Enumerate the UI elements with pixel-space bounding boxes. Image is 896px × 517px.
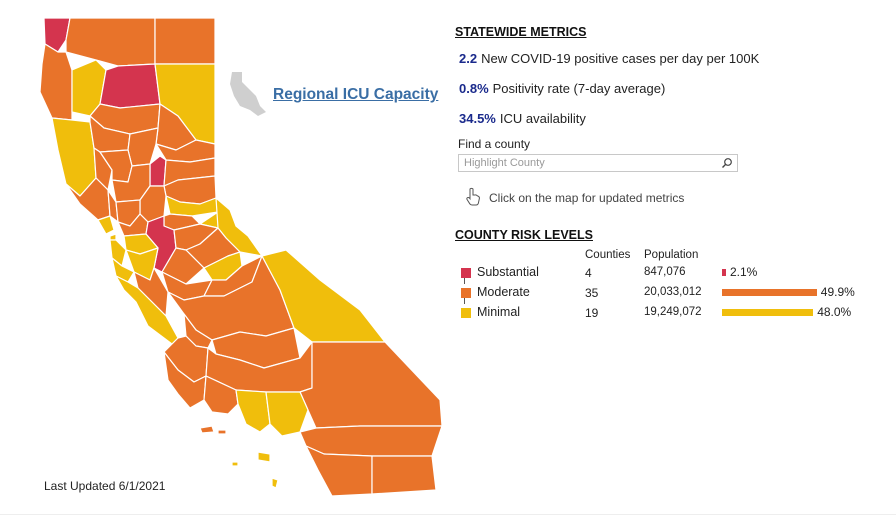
risk-county-count: 4: [585, 266, 592, 280]
legend-connector: [464, 298, 465, 304]
california-locator-icon: [230, 72, 266, 116]
county-san-bernardino[interactable]: [299, 341, 443, 429]
risk-population: 19,249,072: [644, 306, 702, 318]
county-siskiyou[interactable]: [65, 17, 156, 67]
hand-pointer-icon: [466, 187, 480, 206]
county-risk-levels-title: COUNTY RISK LEVELS: [455, 228, 593, 242]
metric-case-rate: 2.2 New COVID-19 positive cases per day p…: [459, 51, 759, 66]
risk-percent: 49.9%: [820, 285, 855, 299]
bottom-divider: [0, 514, 896, 515]
county-butte[interactable]: [127, 127, 159, 167]
risk-row-minimal: Minimal 19 19,249,072 48.0%: [459, 305, 859, 326]
risk-name: Minimal: [477, 305, 521, 319]
risk-swatch: [461, 308, 471, 318]
county-mendocino[interactable]: [51, 117, 97, 197]
county-shasta[interactable]: [99, 63, 161, 109]
risk-percent: 2.1%: [729, 265, 758, 279]
last-updated-label: Last Updated 6/1/2021: [44, 479, 166, 493]
risk-population-bar: [722, 309, 814, 316]
county-search-box[interactable]: [458, 154, 738, 172]
county-los-angeles[interactable]: [235, 389, 271, 433]
risk-row-moderate: Moderate 35 20,033,012 49.9%: [459, 285, 859, 306]
metric-icu-value: 34.5%: [459, 111, 496, 126]
metric-positivity-value: 0.8%: [459, 81, 489, 96]
risk-county-count: 19: [585, 306, 599, 320]
statewide-metrics-title: STATEWIDE METRICS: [455, 25, 587, 39]
county-search-input[interactable]: [459, 155, 727, 171]
island-san-nicolas: [231, 461, 239, 467]
legend-connector: [464, 278, 465, 284]
county-marin[interactable]: [97, 215, 115, 235]
metric-icu: 34.5% ICU availability: [459, 111, 586, 126]
county-lake[interactable]: [93, 147, 113, 191]
risk-population: 847,076: [644, 266, 686, 278]
island-santa-rosa: [217, 429, 227, 435]
county-del-norte[interactable]: [43, 17, 71, 53]
metric-positivity: 0.8% Positivity rate (7-day average): [459, 81, 665, 96]
metric-case-rate-value: 2.2: [459, 51, 478, 66]
metric-positivity-label: Positivity rate (7-day average): [492, 81, 666, 96]
county-orange[interactable]: [265, 391, 309, 437]
california-map-area: Regional ICU Capacity Last Updated 6/1/2…: [0, 0, 450, 517]
risk-population-bar: [722, 289, 817, 296]
risk-name: Substantial: [477, 265, 539, 279]
county-imperial[interactable]: [371, 455, 437, 495]
risk-population: 20,033,012: [644, 286, 702, 298]
county-santa-cruz[interactable]: [111, 257, 135, 283]
metric-icu-label: ICU availability: [499, 111, 586, 126]
island-santa-cruz: [199, 425, 215, 434]
county-san-francisco[interactable]: [109, 233, 117, 241]
map-click-hint: Click on the map for updated metrics: [489, 191, 685, 205]
island-san-clemente: [271, 477, 279, 489]
county-modoc[interactable]: [154, 17, 216, 65]
search-icon[interactable]: [721, 157, 733, 169]
risk-name: Moderate: [477, 285, 530, 299]
risk-population-bar: [722, 269, 726, 276]
risk-percent: 48.0%: [817, 305, 852, 319]
metrics-panel: STATEWIDE METRICS 2.2 New COVID-19 positi…: [455, 0, 875, 517]
population-column-header: Population: [644, 249, 699, 261]
risk-swatch: [461, 268, 471, 278]
find-county-label: Find a county: [458, 137, 531, 151]
counties-column-header: Counties: [585, 249, 631, 261]
county-humboldt[interactable]: [39, 43, 73, 121]
regional-icu-capacity-link[interactable]: Regional ICU Capacity: [273, 86, 439, 103]
risk-county-count: 35: [585, 286, 599, 300]
risk-swatch: [461, 288, 471, 298]
metric-case-rate-label: New COVID-19 positive cases per day per …: [481, 51, 760, 66]
california-county-map[interactable]: [0, 0, 450, 517]
county-riverside[interactable]: [299, 425, 443, 457]
island-catalina: [257, 451, 271, 463]
county-sutter[interactable]: [149, 155, 167, 187]
risk-row-substantial: Substantial 4 847,076 2.1%: [459, 265, 859, 286]
